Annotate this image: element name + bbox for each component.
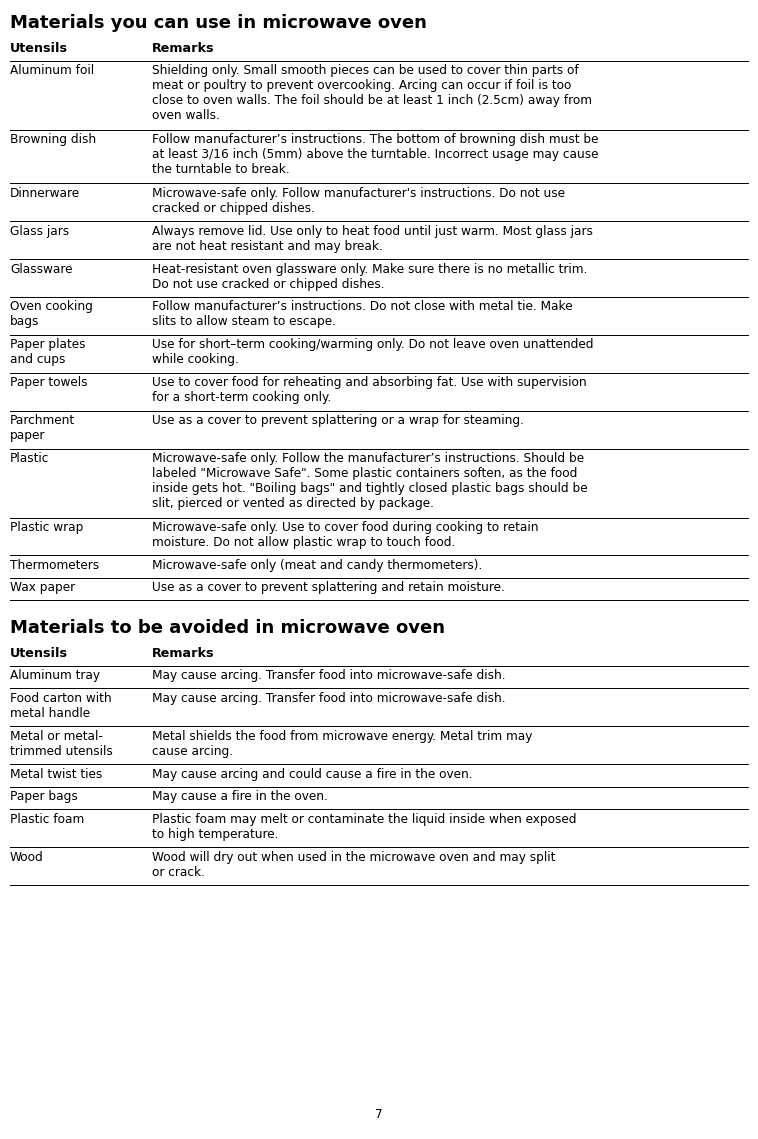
Text: Follow manufacturer’s instructions. Do not close with metal tie. Make
slits to a: Follow manufacturer’s instructions. Do n… [152,301,572,328]
Text: Paper towels: Paper towels [10,376,87,390]
Text: Metal or metal-
trimmed utensils: Metal or metal- trimmed utensils [10,730,113,757]
Text: Use to cover food for reheating and absorbing fat. Use with supervision
for a sh: Use to cover food for reheating and abso… [152,376,587,404]
Text: 7: 7 [375,1108,383,1121]
Text: Utensils: Utensils [10,42,68,56]
Text: Oven cooking
bags: Oven cooking bags [10,301,93,328]
Text: Follow manufacturer’s instructions. The bottom of browning dish must be
at least: Follow manufacturer’s instructions. The … [152,133,599,177]
Text: May cause arcing. Transfer food into microwave-safe dish.: May cause arcing. Transfer food into mic… [152,670,506,682]
Text: Browning dish: Browning dish [10,133,96,146]
Text: Utensils: Utensils [10,647,68,661]
Text: Microwave-safe only. Use to cover food during cooking to retain
moisture. Do not: Microwave-safe only. Use to cover food d… [152,521,538,549]
Text: Remarks: Remarks [152,42,215,56]
Text: May cause a fire in the oven.: May cause a fire in the oven. [152,790,327,803]
Text: Metal shields the food from microwave energy. Metal trim may
cause arcing.: Metal shields the food from microwave en… [152,730,532,757]
Text: Microwave-safe only. Follow manufacturer's instructions. Do not use
cracked or c: Microwave-safe only. Follow manufacturer… [152,187,565,214]
Text: Always remove lid. Use only to heat food until just warm. Most glass jars
are no: Always remove lid. Use only to heat food… [152,224,593,253]
Text: Use as a cover to prevent splattering or a wrap for steaming.: Use as a cover to prevent splattering or… [152,415,524,427]
Text: Dinnerware: Dinnerware [10,187,80,199]
Text: Wax paper: Wax paper [10,581,75,595]
Text: Aluminum tray: Aluminum tray [10,670,100,682]
Text: Paper plates
and cups: Paper plates and cups [10,338,86,367]
Text: Microwave-safe only (meat and candy thermometers).: Microwave-safe only (meat and candy ther… [152,559,482,572]
Text: Shielding only. Small smooth pieces can be used to cover thin parts of
meat or p: Shielding only. Small smooth pieces can … [152,65,592,122]
Text: Thermometers: Thermometers [10,559,99,572]
Text: Materials to be avoided in microwave oven: Materials to be avoided in microwave ove… [10,620,445,637]
Text: Materials you can use in microwave oven: Materials you can use in microwave oven [10,14,427,32]
Text: Microwave-safe only. Follow the manufacturer’s instructions. Should be
labeled ": Microwave-safe only. Follow the manufact… [152,452,587,510]
Text: May cause arcing and could cause a fire in the oven.: May cause arcing and could cause a fire … [152,768,472,781]
Text: Glassware: Glassware [10,262,73,276]
Text: Use as a cover to prevent splattering and retain moisture.: Use as a cover to prevent splattering an… [152,581,505,595]
Text: Parchment
paper: Parchment paper [10,415,75,442]
Text: Food carton with
metal handle: Food carton with metal handle [10,693,111,720]
Text: Paper bags: Paper bags [10,790,78,803]
Text: Metal twist ties: Metal twist ties [10,768,102,781]
Text: Remarks: Remarks [152,647,215,661]
Text: Plastic: Plastic [10,452,49,465]
Text: Wood will dry out when used in the microwave oven and may split
or crack.: Wood will dry out when used in the micro… [152,851,556,878]
Text: Use for short–term cooking/warming only. Do not leave oven unattended
while cook: Use for short–term cooking/warming only.… [152,338,594,367]
Text: May cause arcing. Transfer food into microwave-safe dish.: May cause arcing. Transfer food into mic… [152,693,506,705]
Text: Aluminum foil: Aluminum foil [10,65,94,77]
Text: Plastic foam: Plastic foam [10,813,84,826]
Text: Heat-resistant oven glassware only. Make sure there is no metallic trim.
Do not : Heat-resistant oven glassware only. Make… [152,262,587,290]
Text: Glass jars: Glass jars [10,224,69,238]
Text: Plastic foam may melt or contaminate the liquid inside when exposed
to high temp: Plastic foam may melt or contaminate the… [152,813,577,841]
Text: Plastic wrap: Plastic wrap [10,521,83,534]
Text: Wood: Wood [10,851,44,863]
